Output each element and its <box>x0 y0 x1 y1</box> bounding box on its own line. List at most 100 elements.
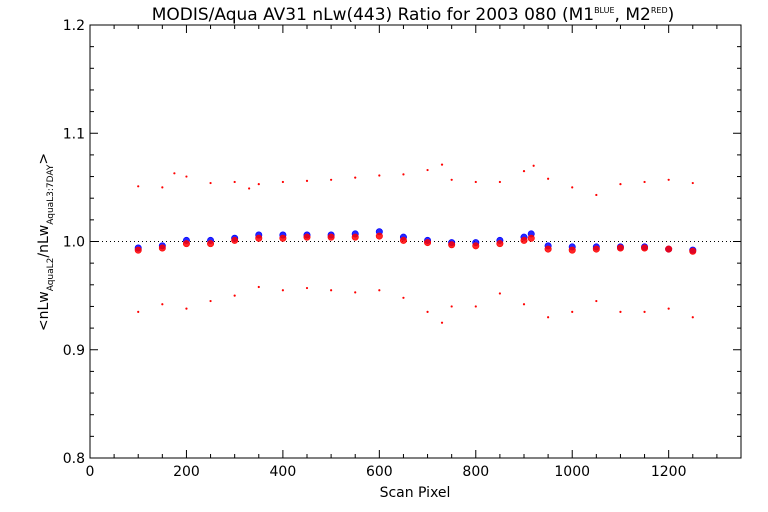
mean-point <box>592 245 600 253</box>
envelope-point <box>378 174 381 177</box>
envelope-point <box>354 176 357 179</box>
mean-point <box>568 246 576 254</box>
envelope-point <box>330 289 333 292</box>
x-tick-label: 800 <box>462 464 489 480</box>
series-lower-envelope-3 <box>137 285 694 324</box>
mean-point <box>327 233 335 241</box>
series-upper-envelope-2 <box>137 163 694 197</box>
mean-point <box>279 234 287 242</box>
envelope-point <box>354 291 357 294</box>
mean-point <box>182 240 190 248</box>
mean-point <box>255 234 263 242</box>
envelope-point <box>161 303 164 306</box>
mean-point <box>616 244 624 252</box>
envelope-point <box>440 321 444 324</box>
x-tick-label: 400 <box>270 464 297 480</box>
axis-ticks <box>89 24 741 459</box>
envelope-point <box>571 186 574 189</box>
mean-point <box>351 233 359 241</box>
y-tick-label: 1.2 <box>63 18 85 34</box>
axis-tick-labels: 0 200 400 600 800 1000 1200 0.8 0.9 1.0 1.1 1.2 <box>63 18 687 480</box>
chart-title: MODIS/Aqua AV31 nLw(443) Ratio for 2003 … <box>152 5 675 25</box>
data-points <box>134 163 697 324</box>
envelope-point <box>498 292 501 295</box>
y-axis-label: <nLwAquaL2/nLwAquaL3:7DAY> <box>36 153 56 331</box>
envelope-point <box>233 180 236 184</box>
mean-point <box>544 245 552 253</box>
envelope-point <box>161 186 164 189</box>
envelope-point <box>281 180 284 184</box>
x-axis-label: Scan Pixel <box>380 485 451 501</box>
envelope-point <box>402 296 405 299</box>
envelope-point <box>691 181 694 185</box>
envelope-point <box>667 307 670 310</box>
envelope-point <box>643 180 646 184</box>
x-tick-label: 1200 <box>651 464 687 480</box>
envelope-point <box>137 185 140 188</box>
envelope-point <box>305 286 309 290</box>
envelope-point <box>233 294 236 297</box>
mean-point <box>399 236 407 244</box>
envelope-point <box>402 173 405 176</box>
envelope-point <box>532 164 535 167</box>
envelope-point <box>474 305 477 308</box>
envelope-point <box>305 179 309 182</box>
series-mean-1 <box>134 232 697 255</box>
x-tick-label: 200 <box>173 464 200 480</box>
envelope-point <box>281 289 284 292</box>
y-tick-label: 0.9 <box>63 343 85 359</box>
envelope-point <box>667 178 670 181</box>
envelope-point <box>248 187 251 190</box>
envelope-point <box>643 310 646 313</box>
envelope-point <box>595 193 598 197</box>
mean-point <box>689 247 697 255</box>
envelope-point <box>257 183 260 186</box>
envelope-point <box>450 305 453 308</box>
mean-point <box>158 244 166 252</box>
series-mean-0 <box>134 228 697 254</box>
y-tick-label: 1.0 <box>63 235 85 251</box>
envelope-point <box>619 183 622 186</box>
envelope-point <box>257 285 260 289</box>
mean-point <box>527 234 535 242</box>
envelope-point <box>209 299 212 303</box>
mean-point <box>424 239 432 247</box>
envelope-point <box>571 310 574 313</box>
envelope-point <box>498 180 501 184</box>
envelope-point <box>450 178 453 181</box>
envelope-point <box>474 180 477 184</box>
envelope-point <box>522 170 526 173</box>
envelope-point <box>595 299 598 303</box>
envelope-point <box>619 310 622 313</box>
envelope-point <box>426 168 429 172</box>
envelope-point <box>173 172 176 175</box>
mean-point <box>641 244 649 252</box>
envelope-point <box>440 163 444 166</box>
envelope-point <box>547 177 550 180</box>
mean-point <box>496 240 504 248</box>
mean-point <box>448 241 456 249</box>
envelope-point <box>209 181 212 185</box>
x-tick-label: 1000 <box>554 464 590 480</box>
x-tick-label: 600 <box>366 464 393 480</box>
envelope-point <box>522 303 526 306</box>
mean-point <box>665 245 673 253</box>
envelope-point <box>426 310 429 313</box>
mean-point <box>520 236 528 244</box>
x-tick-label: 0 <box>86 464 95 480</box>
envelope-point <box>691 316 694 319</box>
mean-point <box>472 242 480 250</box>
mean-point <box>207 240 215 248</box>
envelope-point <box>547 316 550 319</box>
envelope-point <box>378 289 381 292</box>
mean-point <box>134 246 142 254</box>
envelope-point <box>137 310 140 313</box>
mean-point <box>303 233 311 241</box>
mean-point <box>375 232 383 240</box>
envelope-point <box>185 307 188 310</box>
envelope-point <box>185 175 188 178</box>
mean-point <box>231 236 239 244</box>
y-tick-label: 1.1 <box>63 126 85 142</box>
y-tick-label: 0.8 <box>63 451 85 467</box>
